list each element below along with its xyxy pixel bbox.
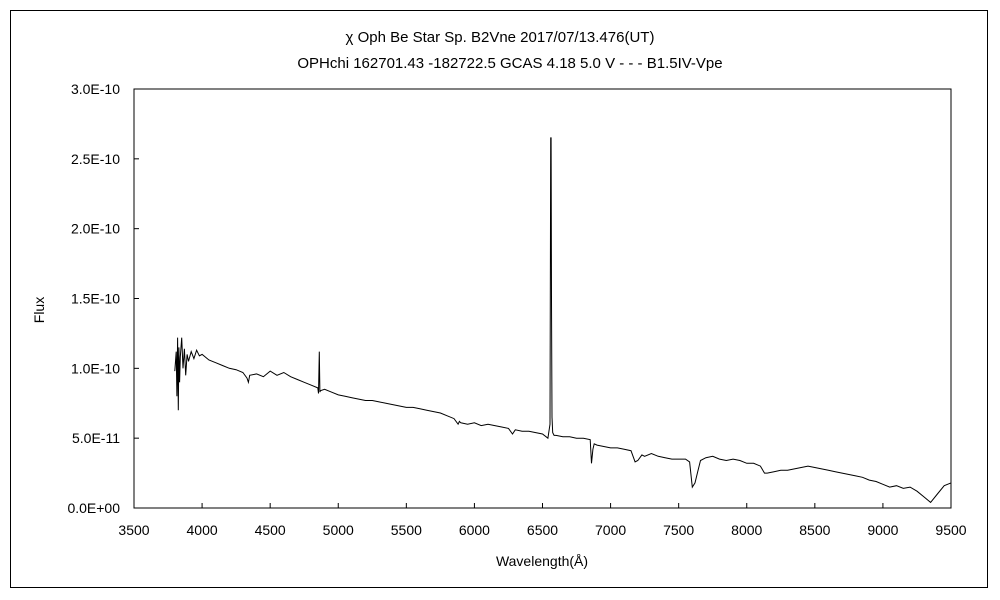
y-tick-label: 2.0E-10 xyxy=(71,221,120,237)
x-tick-label: 4500 xyxy=(255,522,286,538)
y-tick-label: 5.0E-11 xyxy=(72,430,120,446)
y-tick-label: 2.5E-10 xyxy=(71,151,120,167)
spectrum-line xyxy=(174,137,952,504)
x-tick-label: 6500 xyxy=(527,522,558,538)
x-tick-label: 8000 xyxy=(731,522,762,538)
x-tick-label: 8500 xyxy=(799,522,830,538)
x-axis-label: Wavelength(Å) xyxy=(496,553,588,569)
x-tick-label: 9500 xyxy=(935,522,966,538)
x-tick-label: 9000 xyxy=(867,522,898,538)
x-tick-label: 7000 xyxy=(595,522,626,538)
y-tick-label: 1.5E-10 xyxy=(71,291,120,307)
chart-subtitle: OPHchi 162701.43 -182722.5 GCAS 4.18 5.0… xyxy=(297,55,722,72)
y-axis-label: Flux xyxy=(31,297,47,323)
x-tick-label: 4000 xyxy=(187,522,218,538)
y-tick-label: 0.0E+00 xyxy=(67,500,120,516)
x-tick-label: 3500 xyxy=(118,522,149,538)
x-tick-label: 6000 xyxy=(459,522,490,538)
x-axis: 3500 4000 4500 5000 5500 6000 6500 7000 7500 8000… xyxy=(118,503,967,538)
plot-area xyxy=(133,88,952,509)
chart-title: χ Oph Be Star Sp. B2Vne 2017/07/13.476(U… xyxy=(346,29,655,46)
x-tick-label: 7500 xyxy=(663,522,694,538)
x-tick-label: 5500 xyxy=(391,522,422,538)
y-tick-label: 3.0E-10 xyxy=(71,81,120,97)
y-axis: 0.0E+00 5.0E-11 1.0E-10 1.5E-10 2.0E-10 2.5E-… xyxy=(67,81,139,516)
y-tick-label: 1.0E-10 xyxy=(71,360,120,376)
x-tick-label: 5000 xyxy=(323,522,354,538)
